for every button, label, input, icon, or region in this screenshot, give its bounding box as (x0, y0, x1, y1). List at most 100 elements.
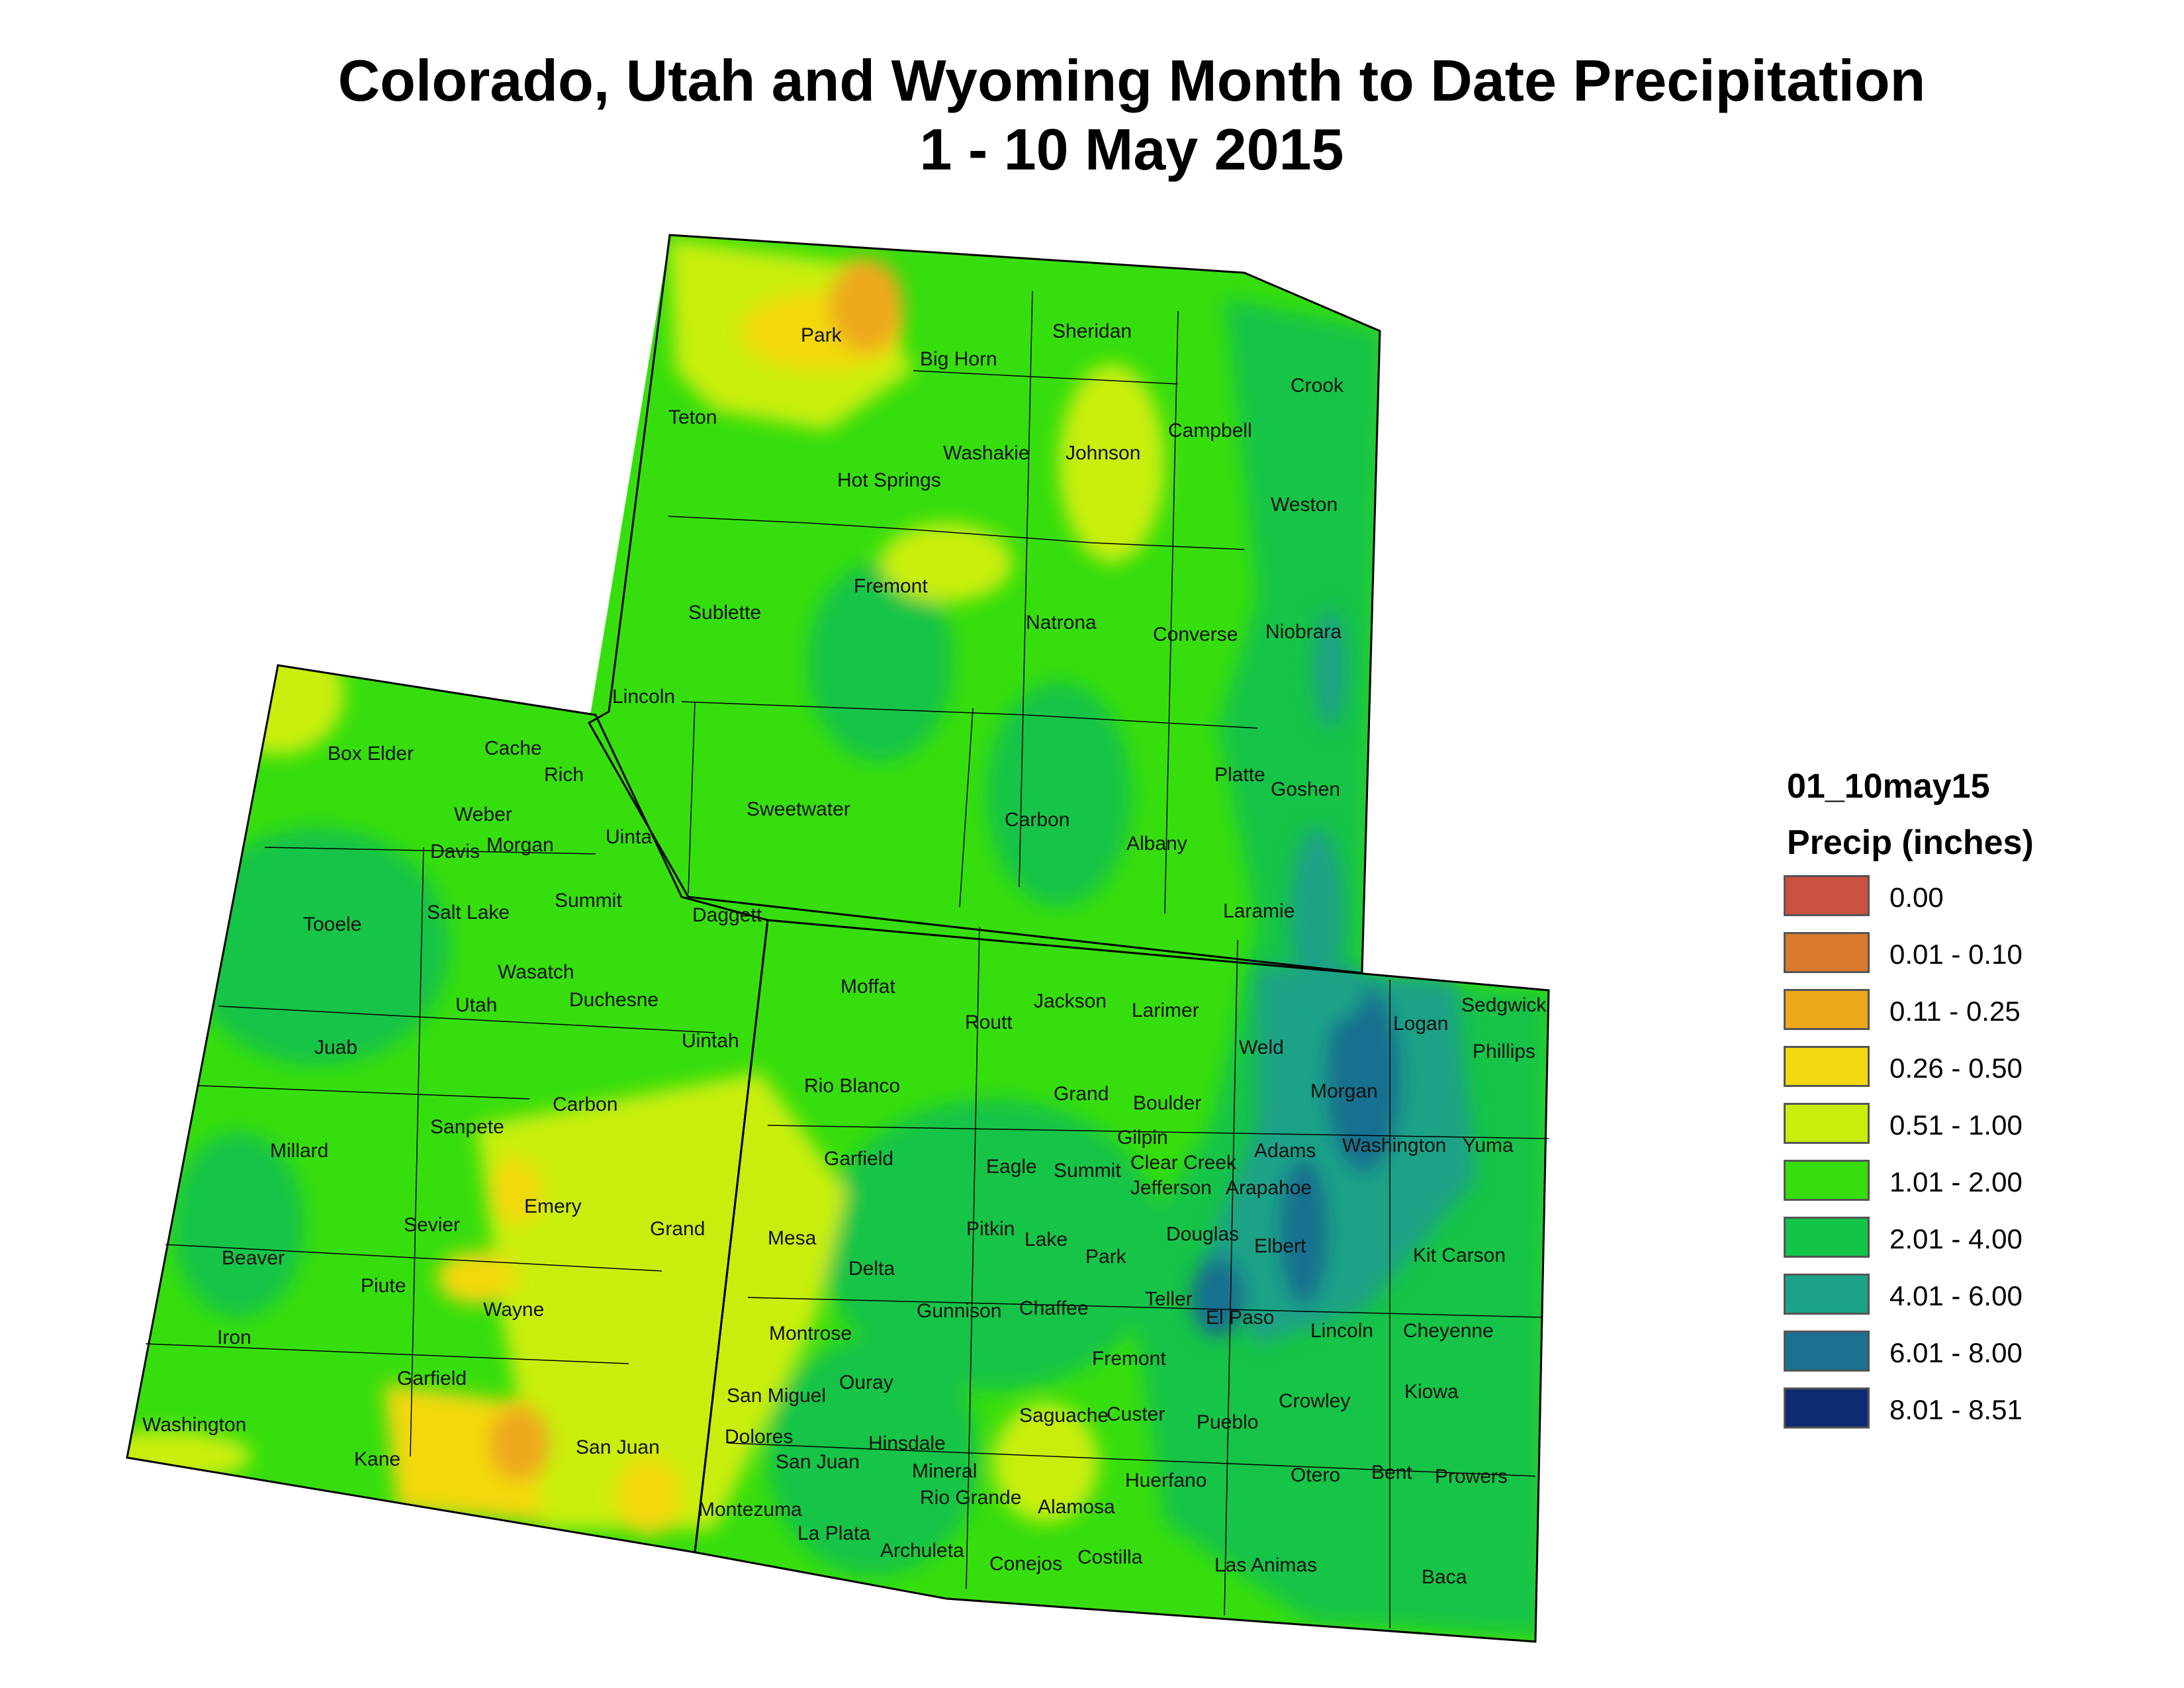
legend-item: 0.00 (1784, 875, 2128, 919)
county-label: Weston (1271, 494, 1338, 516)
legend-swatch (1784, 1103, 1870, 1144)
precip-zone-2to4-fremont (807, 563, 953, 761)
legend-label: 2.01 - 4.00 (1889, 1223, 2023, 1254)
county-label: Douglas (1166, 1223, 1239, 1245)
county-boundaries (145, 291, 1549, 1628)
precip-zone-6to8-morgan (1327, 986, 1400, 1172)
legend-label: 0.11 - 0.25 (1889, 996, 2021, 1027)
county-label: Carbon (1005, 809, 1069, 831)
county-label: Prowers (1435, 1466, 1508, 1487)
county-label: Kit Carson (1413, 1244, 1506, 1266)
county-label: Garfield (397, 1368, 467, 1389)
county-label: Pueblo (1197, 1411, 1258, 1433)
county-label: Las Animas (1214, 1554, 1317, 1576)
precip-zone-05to1-washakie (880, 523, 1013, 602)
precip-zone-011to025-park (831, 258, 903, 351)
legend-swatch (1784, 1046, 1870, 1087)
county-label: Teton (668, 406, 717, 428)
county-label: Rio Blanco (804, 1075, 900, 1097)
precip-zone-011to025-kane (490, 1407, 549, 1479)
county-label: Montrose (769, 1323, 852, 1344)
legend-item: 4.01 - 6.00 (1784, 1274, 2128, 1317)
legend-swatch (1784, 1387, 1870, 1429)
county-label: Larimer (1132, 1000, 1199, 1021)
precip-zone-026to05-sanjuan (615, 1456, 682, 1536)
legend-label: 6.01 - 8.00 (1889, 1337, 2023, 1368)
precip-zone-2to4-colorado-mountains (821, 1099, 1165, 1390)
county-label: Archuleta (880, 1540, 964, 1562)
county-label: Laramie (1223, 900, 1295, 922)
county-label: Hot Springs (837, 469, 941, 491)
county-label: Natrona (1026, 612, 1097, 633)
county-label: Rio Grande (920, 1487, 1021, 1509)
precip-zone-4to6-weld (1310, 966, 1363, 1019)
county-label: Fremont (1092, 1348, 1166, 1370)
legend-item: 0.01 - 0.10 (1784, 932, 2128, 976)
county-label: Saguache (1019, 1405, 1109, 1427)
wyoming-boundary (587, 234, 1381, 974)
county-label: Jackson (1034, 990, 1107, 1012)
county-label: Rich (544, 764, 584, 786)
county-label: Platte (1214, 764, 1265, 786)
county-label: Morgan (1310, 1080, 1378, 1102)
precip-zone-2to4-carbon (986, 682, 1132, 907)
county-label: Niobrara (1265, 621, 1342, 643)
legend-swatch (1784, 1160, 1870, 1201)
legend-label: 1.01 - 2.00 (1889, 1166, 2023, 1197)
county-label: Elbert (1254, 1235, 1306, 1257)
county-label: Crowley (1279, 1390, 1350, 1412)
precip-zone-05to1-box-elder (212, 635, 344, 755)
county-label: Gunnison (917, 1300, 1001, 1322)
county-label: Chaffee (1019, 1297, 1089, 1319)
county-label: Cache (484, 737, 542, 759)
county-label: Moffat (841, 976, 895, 998)
county-label: Ouray (839, 1372, 893, 1393)
county-label: Weld (1239, 1037, 1284, 1058)
county-label: Campbell (1168, 420, 1252, 442)
precip-zone-4to6-front-range (1205, 966, 1476, 1344)
precip-zone-6to8-elbert (1281, 1158, 1327, 1304)
county-label: Eagle (986, 1156, 1037, 1178)
precip-zone-2to4-sevier (172, 1132, 304, 1317)
county-label: Mesa (768, 1227, 817, 1249)
county-label: Box Elder (328, 743, 414, 765)
county-label: Johnson (1066, 442, 1140, 464)
county-label: Costilla (1077, 1546, 1143, 1568)
county-label: Carbon (553, 1094, 617, 1115)
map-title: Colorado, Utah and Wyoming Month to Date… (338, 48, 1926, 113)
county-label: Converse (1153, 624, 1238, 645)
county-label: Piute (361, 1275, 406, 1297)
precip-zone-2to4-tooele (185, 827, 450, 1066)
legend-swatch (1784, 1331, 1870, 1372)
county-label: Goshen (1271, 778, 1340, 800)
county-label: El Paso (1206, 1307, 1274, 1329)
county-label: Beaver (222, 1247, 285, 1269)
county-label: Alamosa (1038, 1496, 1115, 1518)
county-label: Jefferson (1130, 1177, 1212, 1199)
county-label: Mineral (912, 1460, 977, 1482)
county-label: Dolores (725, 1426, 793, 1448)
legend-label: 0.01 - 0.10 (1889, 939, 2023, 970)
precip-zone-4to6-laramie (1291, 827, 1343, 1000)
precip-zone-2to4-sw-colorado (768, 1337, 979, 1575)
county-label: Sweetwater (747, 798, 850, 820)
county-label: Big Horn (920, 348, 997, 370)
county-label: Albany (1126, 833, 1187, 855)
county-label: Lake (1024, 1229, 1068, 1250)
county-label: Wasatch (498, 961, 574, 983)
county-label: Duchesne (569, 989, 659, 1011)
county-label: Sanpete (430, 1116, 504, 1138)
county-label: Pitkin (966, 1218, 1015, 1240)
county-label: Lincoln (612, 686, 675, 708)
legend-item: 1.01 - 2.00 (1784, 1160, 2128, 1203)
legend-item: 0.51 - 1.00 (1784, 1103, 2128, 1147)
precipitation-raster (127, 235, 1549, 1642)
county-label: Bent (1371, 1462, 1412, 1483)
county-label: Park (1085, 1246, 1127, 1268)
legend-layer-name: 01_10may15 (1787, 767, 1990, 806)
county-label: Summit (1054, 1160, 1121, 1182)
county-label: Huerfano (1125, 1470, 1206, 1491)
county-label: Washakie (943, 442, 1030, 464)
legend-swatch (1784, 989, 1870, 1030)
county-label: La Plata (797, 1523, 870, 1544)
